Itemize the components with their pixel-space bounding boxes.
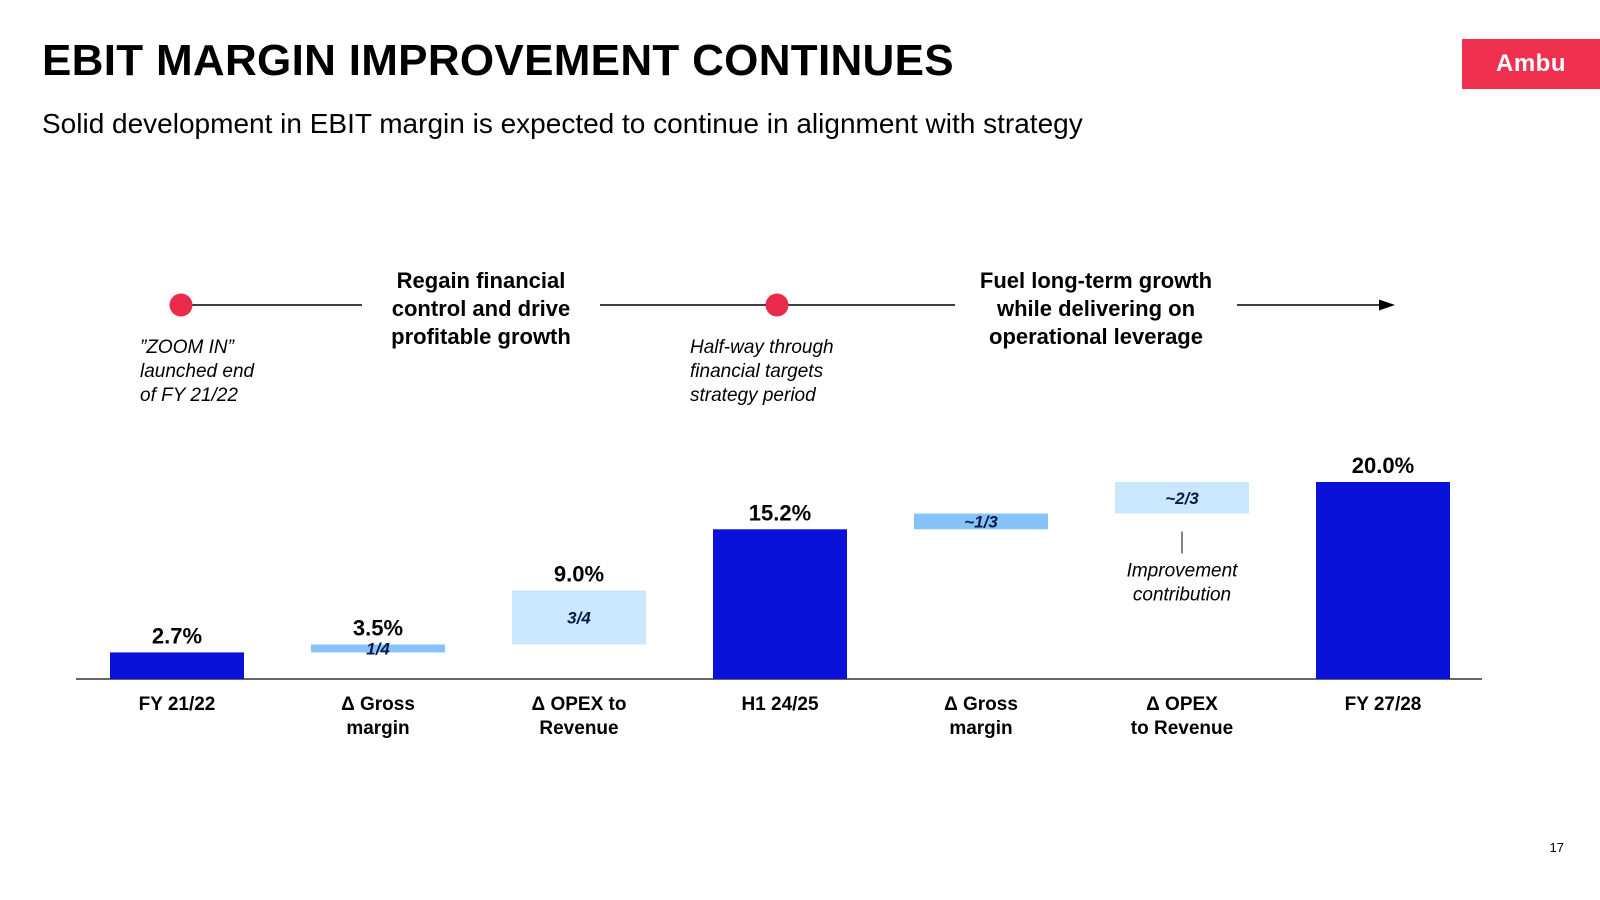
annotation-label: Improvement xyxy=(1127,561,1239,582)
category-label: margin xyxy=(949,718,1012,739)
bar-contribution-label: ~1/3 xyxy=(964,512,998,531)
annotation-label: contribution xyxy=(1133,585,1231,606)
phase-label: Regain financial xyxy=(397,268,566,293)
page-title: EBIT MARGIN IMPROVEMENT CONTINUES xyxy=(42,36,954,85)
delta-bar xyxy=(914,513,1048,530)
bar-contribution-label: 1/4 xyxy=(366,639,390,658)
milestone-note: ”ZOOM IN” xyxy=(140,337,236,358)
milestone-dot xyxy=(169,293,193,317)
bar-contribution-label: ~2/3 xyxy=(1165,489,1199,508)
phase-label: operational leverage xyxy=(989,324,1203,349)
milestone-dot xyxy=(765,293,789,317)
page-number: 17 xyxy=(1549,840,1564,855)
total-bar xyxy=(713,529,847,679)
milestone-note: financial targets xyxy=(690,361,824,382)
timeline-arrowhead-icon xyxy=(1379,299,1395,311)
timeline: ”ZOOM IN” launched end of FY 21/22 Half-way… xyxy=(140,268,1395,406)
phase-label: while delivering on xyxy=(996,296,1195,321)
bar-value-label: 2.7% xyxy=(152,623,202,648)
total-bar xyxy=(110,652,244,679)
delta-bar xyxy=(1115,482,1249,514)
phase-label: control and drive xyxy=(392,296,570,321)
milestone-note: of FY 21/22 xyxy=(140,385,238,406)
chart-bars xyxy=(76,482,1482,680)
category-label: H1 24/25 xyxy=(741,694,819,715)
phase-label: Fuel long-term growth xyxy=(980,268,1212,293)
category-label: margin xyxy=(346,718,409,739)
bar-value-label: 15.2% xyxy=(749,500,811,525)
category-label: Revenue xyxy=(539,718,618,739)
milestone-note: launched end xyxy=(140,361,256,382)
category-label: FY 27/28 xyxy=(1345,694,1422,715)
category-label: FY 21/22 xyxy=(139,694,216,715)
category-label: Δ OPEX to xyxy=(532,694,627,715)
bar-value-label: 9.0% xyxy=(554,561,604,586)
delta-bar xyxy=(512,590,646,645)
milestone-note: strategy period xyxy=(690,385,817,406)
phase-label: profitable growth xyxy=(391,324,571,349)
milestone-note: Half-way through xyxy=(690,337,834,358)
chart-labels: 2.7% FY 21/22 3.5%1/4 Δ Gross margin 9.0% 3/4 Δ… xyxy=(139,453,1422,739)
bar-value-label: 3.5% xyxy=(353,616,403,641)
category-label: to Revenue xyxy=(1131,718,1233,739)
category-label: Δ Gross xyxy=(944,694,1018,715)
page-subtitle: Solid development in EBIT margin is expe… xyxy=(42,108,1083,139)
delta-bar xyxy=(311,644,445,653)
category-label: Δ Gross xyxy=(341,694,415,715)
bar-contribution-label: 3/4 xyxy=(567,608,591,627)
total-bar xyxy=(1316,482,1450,679)
ambu-logo: Ambu xyxy=(1462,39,1600,89)
category-label: Δ OPEX xyxy=(1146,694,1218,715)
bar-value-label: 20.0% xyxy=(1352,453,1414,478)
